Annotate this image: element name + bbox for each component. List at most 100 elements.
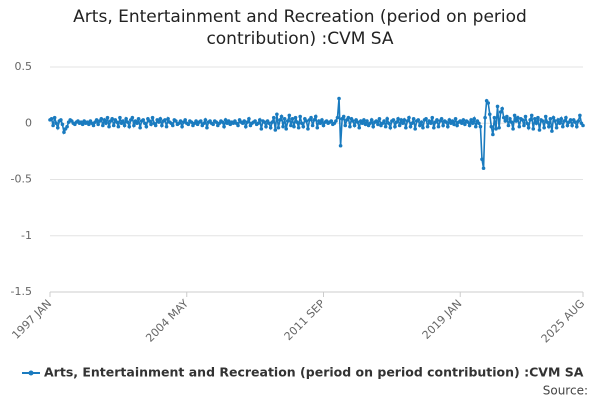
data-point — [505, 114, 509, 119]
data-point — [394, 120, 399, 124]
data-point — [245, 120, 250, 124]
data-point — [55, 125, 60, 130]
data-point — [477, 121, 481, 126]
data-point — [281, 124, 285, 129]
x-tick-label: 2025 AUG — [539, 297, 588, 346]
data-point — [413, 127, 417, 131]
data-point — [59, 118, 63, 122]
data-point — [498, 110, 503, 114]
data-point — [430, 115, 435, 120]
data-point — [118, 115, 122, 120]
data-point — [54, 121, 59, 126]
data-point — [377, 116, 382, 121]
data-point — [337, 96, 341, 101]
data-point — [553, 119, 557, 123]
data-point — [110, 116, 114, 121]
data-point — [362, 118, 366, 122]
data-point — [223, 118, 228, 122]
data-point — [469, 118, 473, 122]
data-point — [52, 115, 57, 120]
data-point — [446, 124, 450, 129]
data-point — [578, 113, 582, 118]
data-point — [511, 127, 515, 131]
data-point — [419, 120, 424, 124]
data-point — [550, 129, 554, 133]
data-point — [214, 120, 219, 124]
data-point — [386, 121, 391, 126]
data-point — [542, 125, 546, 130]
data-point — [400, 121, 405, 126]
data-point — [150, 115, 155, 120]
data-point — [447, 118, 452, 122]
data-point — [520, 118, 525, 122]
data-point — [508, 116, 512, 121]
source: Source: — [543, 384, 588, 398]
data-point — [132, 123, 136, 128]
data-point — [501, 115, 506, 120]
data-point — [396, 116, 400, 121]
data-point — [292, 124, 296, 129]
data-point — [211, 122, 215, 127]
data-point — [170, 123, 175, 128]
data-point — [363, 122, 368, 127]
data-point — [304, 119, 309, 123]
data-point — [551, 115, 556, 120]
data-point — [275, 112, 279, 117]
data-point — [450, 119, 455, 123]
data-point — [285, 119, 290, 123]
data-point — [60, 122, 65, 127]
data-point — [299, 121, 304, 126]
data-point — [407, 115, 411, 120]
data-point — [365, 119, 369, 123]
data-point — [335, 115, 340, 120]
data-point — [402, 118, 407, 122]
data-point — [537, 128, 542, 132]
data-point — [341, 114, 346, 119]
data-point — [309, 115, 313, 120]
data-point — [220, 120, 225, 124]
data-point — [142, 121, 147, 126]
data-point — [121, 119, 125, 123]
data-point — [581, 123, 585, 128]
data-point — [444, 120, 449, 124]
data-point — [243, 124, 248, 129]
data-point — [348, 124, 352, 129]
data-point — [273, 128, 278, 132]
data-point — [536, 115, 540, 120]
data-point — [523, 114, 528, 119]
data-point — [483, 115, 487, 120]
x-tick-label: 2011 SEP — [282, 297, 328, 343]
data-point — [466, 120, 470, 124]
data-point — [293, 115, 298, 120]
data-point — [529, 113, 534, 118]
data-point — [343, 123, 348, 128]
data-point — [570, 123, 574, 128]
data-point — [559, 116, 564, 121]
data-point — [459, 121, 464, 126]
y-tick-label: -0.5 — [11, 173, 32, 186]
data-point — [149, 122, 153, 127]
data-point — [346, 115, 351, 120]
data-point — [116, 124, 121, 129]
data-point — [391, 118, 396, 122]
data-point — [481, 166, 486, 171]
data-point — [189, 120, 194, 124]
data-point — [554, 125, 559, 130]
chart-title: Arts, Entertainment and Recreation (peri… — [73, 7, 527, 49]
data-point — [278, 118, 282, 122]
data-point — [424, 116, 428, 121]
y-tick-label: -1 — [21, 229, 32, 242]
data-point — [463, 122, 467, 127]
data-point — [264, 124, 268, 129]
data-point — [290, 116, 295, 121]
data-point — [528, 118, 532, 122]
data-point — [329, 119, 334, 123]
data-point — [478, 124, 483, 129]
data-point — [432, 125, 436, 130]
data-point — [96, 122, 100, 127]
data-point — [298, 114, 302, 119]
data-point — [295, 120, 299, 124]
data-point — [115, 120, 119, 124]
data-point — [62, 130, 66, 135]
